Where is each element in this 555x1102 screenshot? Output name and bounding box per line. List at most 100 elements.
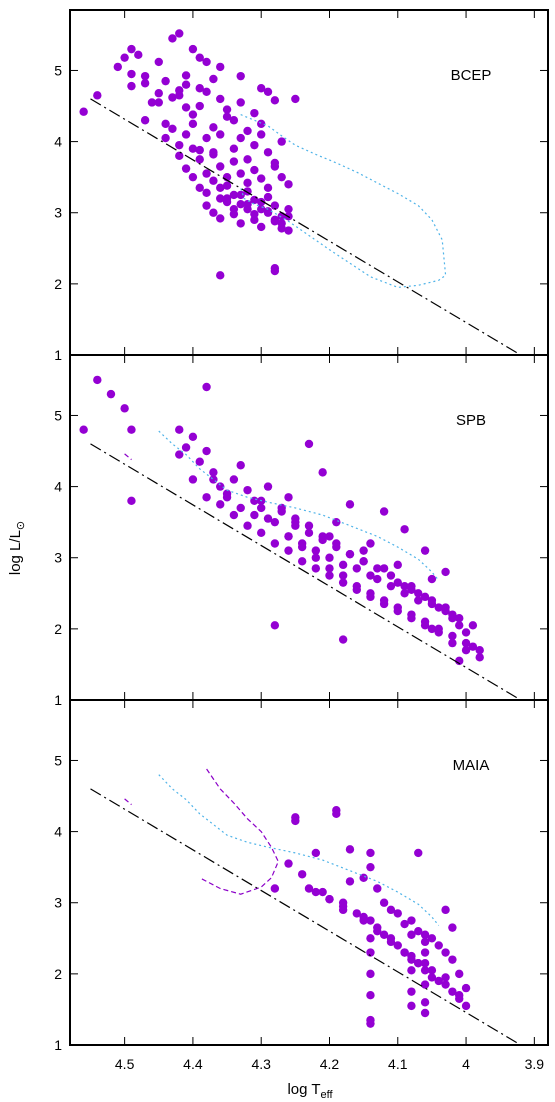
- panel-label: BCEP: [451, 67, 492, 84]
- data-point: [359, 873, 368, 883]
- data-point: [270, 201, 280, 210]
- x-tick-label: 4.3: [251, 1056, 271, 1072]
- data-point: [325, 553, 334, 562]
- data-point: [455, 656, 464, 666]
- data-point: [229, 475, 239, 484]
- data-point: [257, 528, 266, 538]
- data-point: [188, 119, 198, 129]
- data-point: [222, 112, 232, 121]
- data-point: [359, 916, 368, 925]
- y-tick-label: 3: [54, 205, 62, 221]
- data-point: [79, 107, 88, 116]
- data-point: [202, 446, 211, 456]
- dashed-track-line: [199, 768, 279, 895]
- data-point: [366, 1019, 375, 1028]
- data-point: [236, 461, 245, 470]
- data-point: [243, 178, 252, 188]
- data-point: [270, 266, 280, 276]
- data-point: [311, 848, 321, 858]
- data-point: [366, 991, 375, 1000]
- data-point: [161, 133, 170, 143]
- data-point: [448, 631, 457, 641]
- data-point: [270, 162, 280, 171]
- data-point: [291, 94, 300, 104]
- data-point: [270, 621, 280, 630]
- data-point: [209, 475, 218, 484]
- data-point: [414, 958, 423, 968]
- data-point: [311, 564, 321, 573]
- data-point: [216, 94, 225, 104]
- data-point: [270, 96, 280, 105]
- dashed-track-line: [124, 798, 132, 806]
- data-point: [297, 870, 307, 879]
- data-point: [195, 53, 204, 62]
- data-point: [181, 130, 191, 139]
- data-point: [338, 560, 348, 570]
- data-point: [455, 991, 464, 1000]
- data-point: [188, 44, 198, 54]
- data-point: [216, 130, 225, 139]
- data-point: [195, 457, 204, 466]
- data-point: [366, 848, 375, 858]
- data-point: [243, 199, 252, 209]
- data-point: [414, 589, 423, 598]
- y-tick-label: 4: [54, 479, 62, 495]
- data-point: [366, 948, 375, 957]
- data-point: [373, 926, 382, 936]
- data-point: [263, 482, 273, 491]
- data-point: [379, 898, 389, 907]
- data-point: [263, 87, 273, 97]
- data-point: [379, 596, 389, 605]
- data-point: [195, 84, 204, 93]
- data-point: [277, 219, 286, 228]
- panel-label: MAIA: [453, 757, 490, 774]
- data-point: [181, 443, 191, 452]
- data-point: [243, 485, 252, 495]
- dashed-track-line: [124, 453, 132, 461]
- data-point: [434, 624, 443, 634]
- data-point: [216, 271, 225, 280]
- zams-line: [90, 788, 522, 1045]
- data-point: [216, 162, 225, 171]
- data-point: [373, 564, 382, 573]
- data-point: [229, 190, 239, 200]
- data-point: [420, 617, 430, 626]
- data-point: [284, 532, 293, 541]
- data-point: [448, 923, 457, 932]
- x-axis-label: log Teff: [287, 1081, 333, 1101]
- panel-spb: 2 3 4 5 1 SPB: [54, 354, 549, 708]
- data-point: [257, 119, 266, 129]
- data-point: [154, 89, 163, 98]
- data-point: [257, 174, 266, 183]
- data-point: [161, 119, 170, 129]
- x-axis-label-subscript: eff: [321, 1089, 334, 1101]
- data-point: [257, 503, 266, 513]
- data-point: [181, 103, 191, 112]
- zams-line: [90, 443, 522, 700]
- data-point: [236, 71, 245, 81]
- data-point: [181, 80, 191, 89]
- data-point: [236, 133, 245, 143]
- data-point: [338, 578, 348, 587]
- x-tick-label: 4: [462, 1056, 470, 1072]
- data-point: [455, 621, 464, 630]
- data-point: [140, 116, 150, 125]
- data-point: [181, 71, 191, 80]
- data-point: [229, 144, 239, 153]
- data-point: [236, 199, 245, 209]
- data-point: [461, 1001, 471, 1011]
- data-point: [263, 207, 273, 216]
- data-point: [175, 425, 184, 434]
- data-point: [134, 50, 143, 60]
- data-point: [257, 197, 266, 207]
- data-point: [468, 642, 478, 651]
- data-point: [420, 998, 430, 1007]
- data-point: [202, 57, 211, 67]
- data-point: [93, 91, 102, 100]
- data-point: [420, 980, 430, 989]
- data-point: [400, 919, 409, 929]
- data-point: [304, 521, 314, 530]
- data-point: [277, 137, 286, 146]
- y-tick-label: 2: [54, 276, 62, 292]
- data-point: [222, 181, 232, 190]
